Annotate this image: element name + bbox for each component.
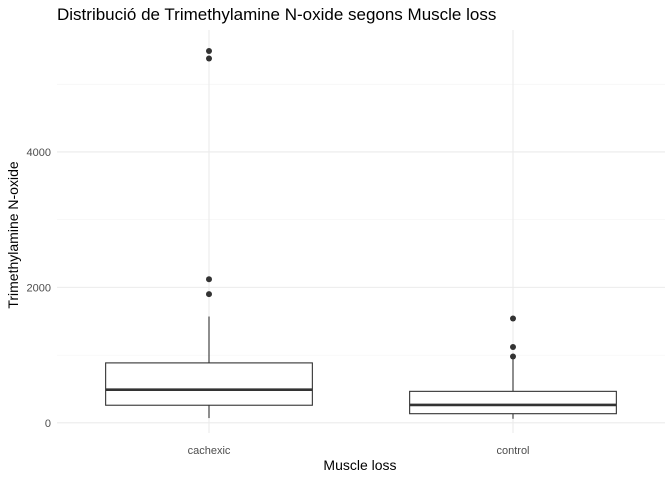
- outlier-point: [206, 291, 212, 298]
- x-axis-title: Muscle loss: [323, 457, 396, 473]
- boxplots: [105, 47, 617, 419]
- outlier-point: [206, 55, 212, 62]
- y-axis-title: Trimethylamine N-oxide: [5, 161, 21, 309]
- x-tick-label: control: [496, 445, 529, 457]
- x-axis-ticks: cachexic control: [188, 445, 530, 457]
- outlier-point: [510, 353, 516, 360]
- y-tick-label: 0: [45, 418, 51, 430]
- y-axis-ticks: 0 2000 4000: [27, 147, 51, 430]
- x-tick-label: cachexic: [188, 445, 231, 457]
- outlier-point: [510, 315, 516, 322]
- y-tick-label: 2000: [27, 282, 51, 294]
- outlier-point: [206, 47, 212, 54]
- box-iqr: [105, 362, 313, 406]
- grid-lines: [57, 30, 665, 433]
- chart-title: Distribució de Trimethylamine N-oxide se…: [57, 5, 496, 24]
- box-group-control: [409, 315, 617, 419]
- y-tick-label: 4000: [27, 147, 51, 159]
- outlier-point: [206, 276, 212, 283]
- box-iqr: [409, 390, 617, 415]
- box-group-cachexic: [105, 47, 313, 419]
- outlier-point: [510, 343, 516, 350]
